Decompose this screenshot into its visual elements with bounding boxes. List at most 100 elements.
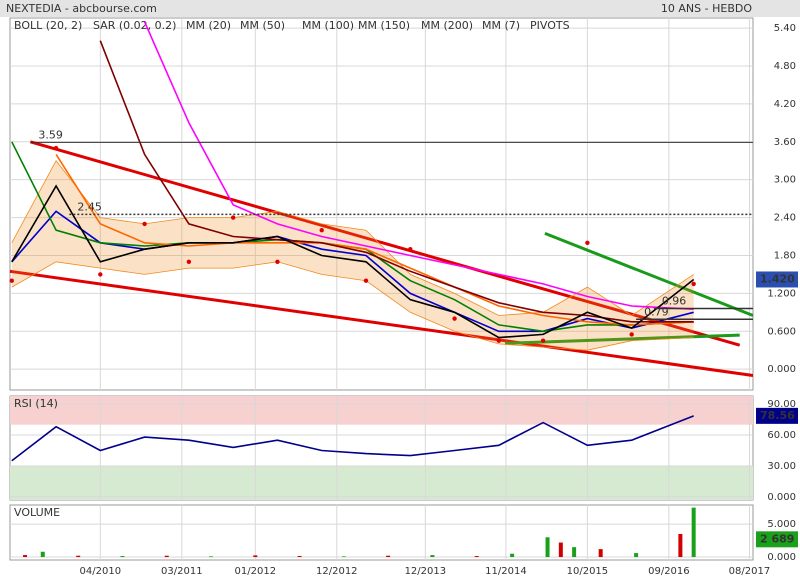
volume-bar [341, 556, 346, 558]
x-tick-label: 01/2012 [235, 566, 277, 577]
trend-line [9, 269, 754, 377]
x-tick-label: 10/2015 [567, 566, 609, 577]
volume-bar [76, 555, 81, 558]
header-bar [0, 0, 800, 17]
volume-bar [297, 556, 302, 558]
volume-bar [558, 542, 563, 558]
sar-dot [496, 338, 502, 343]
legend-entry: PIVOTS [530, 19, 570, 32]
sar-dot [230, 215, 236, 220]
volume-bar [474, 556, 479, 558]
last-value-box [756, 271, 798, 288]
last-value: 1.420 [760, 272, 795, 285]
sar-dot [363, 278, 369, 283]
x-tick-label: 12/2013 [405, 566, 447, 577]
legend-entry: MM (20) [186, 19, 231, 32]
legend-entry: MM (50) [240, 19, 285, 32]
volume-bar [430, 555, 435, 558]
x-tick-label: 04/2010 [80, 566, 122, 577]
legend-entry: BOLL (20, 2) [14, 19, 82, 32]
pivot-label: 2.45 [77, 200, 102, 213]
series-line [99, 40, 694, 323]
y-tick-label: 0.000 [767, 492, 796, 503]
pivot-label: 3.59 [38, 128, 63, 141]
volume-bar [691, 507, 696, 558]
x-tick-label: 12/2012 [316, 566, 358, 577]
y-tick-label: 30.00 [767, 461, 796, 472]
y-tick-label: 5.40 [774, 23, 796, 34]
x-tick-label: 11/2014 [485, 566, 527, 577]
sar-dot [275, 259, 280, 264]
sar-dot [53, 145, 59, 151]
series-line [143, 21, 694, 310]
boll-upper [11, 159, 694, 316]
zone [10, 465, 753, 500]
last-value-box [756, 407, 798, 424]
sar-dot [408, 246, 413, 252]
sar-dot [186, 259, 192, 264]
x-tick-label: 03/2011 [161, 566, 203, 577]
y-tick-label: 3.00 [774, 175, 796, 186]
y-tick-label: 4.80 [774, 61, 796, 72]
y-tick-label: 0.000 [767, 364, 796, 375]
volume-bar [678, 533, 683, 558]
sar-dot [452, 316, 457, 321]
last-value-box [756, 531, 798, 548]
pivot-label: 0.96 [662, 295, 687, 308]
y-tick-label: 0.000 [767, 552, 796, 563]
legend-entry: MM (100) [302, 19, 354, 32]
panel [9, 504, 754, 561]
last-value: 78.56 [760, 409, 795, 422]
pivot-label: 0.79 [644, 305, 669, 318]
y-tick-label: 1.80 [774, 250, 796, 261]
y-tick-label: 3.60 [774, 137, 796, 148]
y-tick-label: 60.00 [767, 430, 796, 441]
panel-title: VOLUME [14, 506, 60, 519]
volume-bar [253, 555, 258, 558]
chart-title: NEXTEDIA - abcbourse.com [6, 2, 157, 15]
volume-bar [598, 549, 603, 558]
legend-entry: MM (200) [421, 19, 473, 32]
series-line [11, 184, 695, 339]
series-line [11, 210, 694, 333]
volume-bar [386, 555, 391, 558]
y-tick-label: 2.40 [774, 213, 796, 224]
sar-dot [319, 228, 324, 233]
boll-band [11, 160, 694, 351]
y-tick-label: 90.00 [767, 399, 796, 410]
sar-dot [629, 332, 634, 337]
x-tick-label: 08/2017 [729, 566, 771, 577]
sar-dot [585, 240, 590, 246]
sar-dot [98, 272, 103, 277]
trend-line [29, 140, 741, 347]
zone [10, 396, 753, 425]
volume-bar [120, 556, 125, 558]
volume-bar [545, 537, 550, 558]
sar-dot [142, 221, 147, 227]
trend-line [544, 232, 754, 317]
y-tick-label: 1.200 [767, 288, 796, 299]
volume-bar [510, 553, 515, 558]
period: 10 ANS - HEBDO [661, 2, 752, 15]
sar-dot [9, 278, 14, 283]
legend-entry: MM (150) [358, 19, 410, 32]
panel-title: RSI (14) [14, 397, 58, 410]
volume-bar [634, 553, 639, 558]
sar-dot [540, 338, 546, 343]
boll-lower [11, 261, 694, 351]
legend-entry: SAR (0.02, 0.2) [93, 19, 176, 32]
series-line [11, 415, 694, 462]
y-tick-label: 5.000 [767, 519, 796, 530]
x-tick-label: 09/2016 [648, 566, 690, 577]
volume-bar [164, 555, 169, 558]
volume-bar [572, 547, 577, 558]
volume-bar [209, 556, 214, 558]
y-tick-label: 4.20 [774, 99, 796, 110]
legend-entry: MM (7) [482, 19, 520, 32]
y-tick-label: 0.600 [767, 326, 796, 337]
volume-bar [40, 551, 45, 558]
volume-bar [23, 555, 28, 558]
last-value: 2 689 [760, 532, 794, 545]
sar-dot [691, 281, 696, 287]
